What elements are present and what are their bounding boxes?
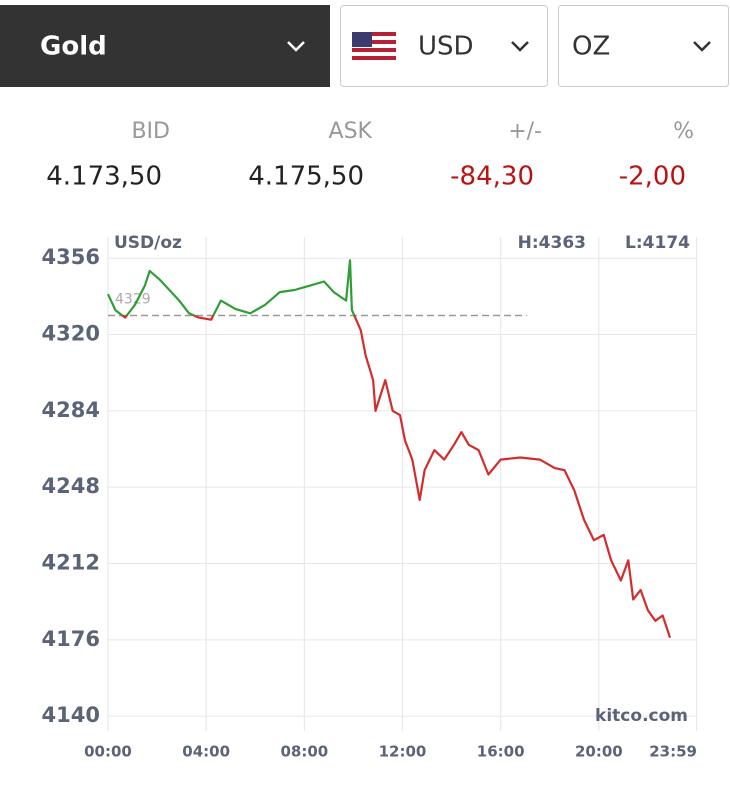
quote-label: % (673, 119, 694, 144)
quote-value: -2,00 (619, 162, 686, 192)
y-tick-label: 4356 (42, 245, 100, 269)
quote-value: 4.173,50 (46, 162, 162, 192)
unit: OZ (572, 32, 610, 62)
metal-name: Gold (40, 32, 107, 62)
high-label: H:4363 (518, 233, 586, 253)
metal-select[interactable] (0, 5, 330, 87)
y-tick-label: 4212 (42, 551, 100, 575)
us-flag (352, 32, 396, 60)
low-label: L:4174 (625, 233, 690, 253)
chevron (287, 41, 305, 52)
quote-label: BID (131, 119, 170, 144)
watermark: kitco.com (595, 706, 688, 726)
x-tick-label: 20:00 (575, 743, 623, 761)
price-line (107, 259, 672, 639)
y-tick-label: 4248 (42, 474, 100, 498)
previous-close-label: 4329 (115, 291, 151, 307)
unit-label: USD/oz (114, 233, 182, 253)
quote-value: -84,30 (450, 162, 534, 192)
x-tick-label: 12:00 (379, 743, 427, 761)
y-tick-label: 4140 (42, 703, 100, 727)
x-tick-label: 04:00 (182, 743, 230, 761)
quote-value: 4.175,50 (248, 162, 364, 192)
currency-select[interactable] (340, 5, 548, 87)
quote-label: +/- (508, 119, 542, 144)
x-tick-label: 08:00 (280, 743, 328, 761)
y-tick-label: 4320 (42, 322, 100, 346)
x-tick-label: 16:00 (477, 743, 525, 761)
x-tick-label: 00:00 (84, 743, 132, 761)
y-tick-label: 4284 (42, 398, 100, 422)
currency: USD (418, 32, 474, 62)
x-tick-label: 23:59 (649, 743, 697, 761)
unit-select[interactable] (558, 5, 729, 87)
quote-label: ASK (329, 119, 373, 144)
chevron (511, 41, 529, 52)
y-tick-label: 4176 (42, 627, 100, 651)
chevron (693, 41, 711, 52)
